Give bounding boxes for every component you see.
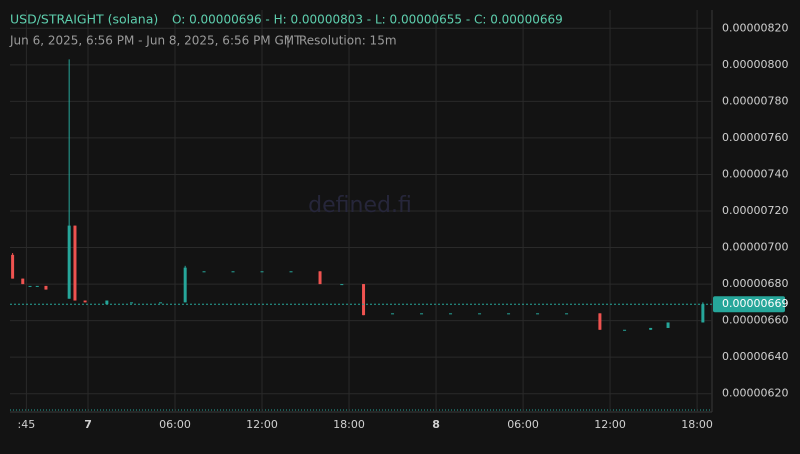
candle-body (391, 313, 395, 315)
candle-body (478, 313, 482, 315)
candle-body (159, 302, 163, 304)
x-tick-label: 18:00 (333, 418, 365, 431)
candle-body (340, 284, 344, 286)
x-tick-label: 8 (432, 418, 440, 431)
candle-body (649, 327, 653, 330)
candle-body (507, 313, 511, 315)
candle-body (623, 329, 627, 331)
x-tick-label: 06:00 (507, 418, 539, 431)
candle-body (183, 267, 187, 303)
candle-body (83, 300, 87, 303)
candle-body (130, 302, 134, 304)
x-tick-label: 18:00 (681, 418, 713, 431)
candle-body (73, 225, 77, 301)
candle-body (21, 278, 25, 285)
candle-body (289, 271, 293, 273)
candle-body (260, 271, 264, 273)
candle-body (536, 313, 540, 315)
x-tick-label: 12:00 (246, 418, 278, 431)
chart-title: USD/STRAIGHT (solana) (10, 12, 158, 27)
candle-body (11, 254, 15, 279)
y-tick-label: 0.00000720 (722, 204, 788, 217)
y-tick-label: 0.00000700 (722, 241, 788, 254)
y-tick-label: 0.00000660 (722, 314, 788, 327)
candle-body (231, 271, 235, 273)
y-tick-label: 0.00000780 (722, 94, 788, 107)
candle-body (44, 285, 48, 290)
watermark: defined.fi (308, 193, 412, 218)
candle-body (666, 322, 670, 328)
candle-body (565, 313, 569, 315)
candle-body (67, 225, 71, 299)
x-tick-label: 06:00 (159, 418, 191, 431)
candle-body (449, 313, 453, 315)
y-tick-label: 0.00000740 (722, 167, 788, 180)
resolution: Resolution: 15m (299, 34, 397, 48)
candle-body (35, 285, 39, 287)
candle-body (420, 313, 424, 315)
date-range: Jun 6, 2025, 6:56 PM - Jun 8, 2025, 6:56… (9, 34, 302, 48)
ohlc-label: O: 0.00000696 - H: 0.00000803 - L: 0.000… (172, 13, 563, 27)
candle-body (598, 313, 602, 330)
x-tick-label: :45 (18, 418, 36, 431)
candle-body (701, 304, 705, 323)
y-tick-label: 0.00000620 (722, 387, 788, 400)
y-tick-label: 0.00000800 (722, 58, 788, 71)
candle-body (202, 271, 206, 273)
last-price-label: 0.00000669 (722, 297, 788, 310)
candle-body (28, 285, 32, 287)
candle-body (318, 271, 322, 285)
y-tick-label: 0.00000680 (722, 277, 788, 290)
y-tick-label: 0.00000760 (722, 131, 788, 144)
separator: | (286, 34, 290, 48)
y-tick-label: 0.00000640 (722, 350, 788, 363)
y-tick-label: 0.00000820 (722, 21, 788, 34)
candle-body (105, 300, 109, 305)
candle-body (362, 284, 366, 316)
x-tick-label: 7 (84, 418, 92, 431)
x-tick-label: 12:00 (594, 418, 626, 431)
last-price-box (713, 296, 785, 313)
